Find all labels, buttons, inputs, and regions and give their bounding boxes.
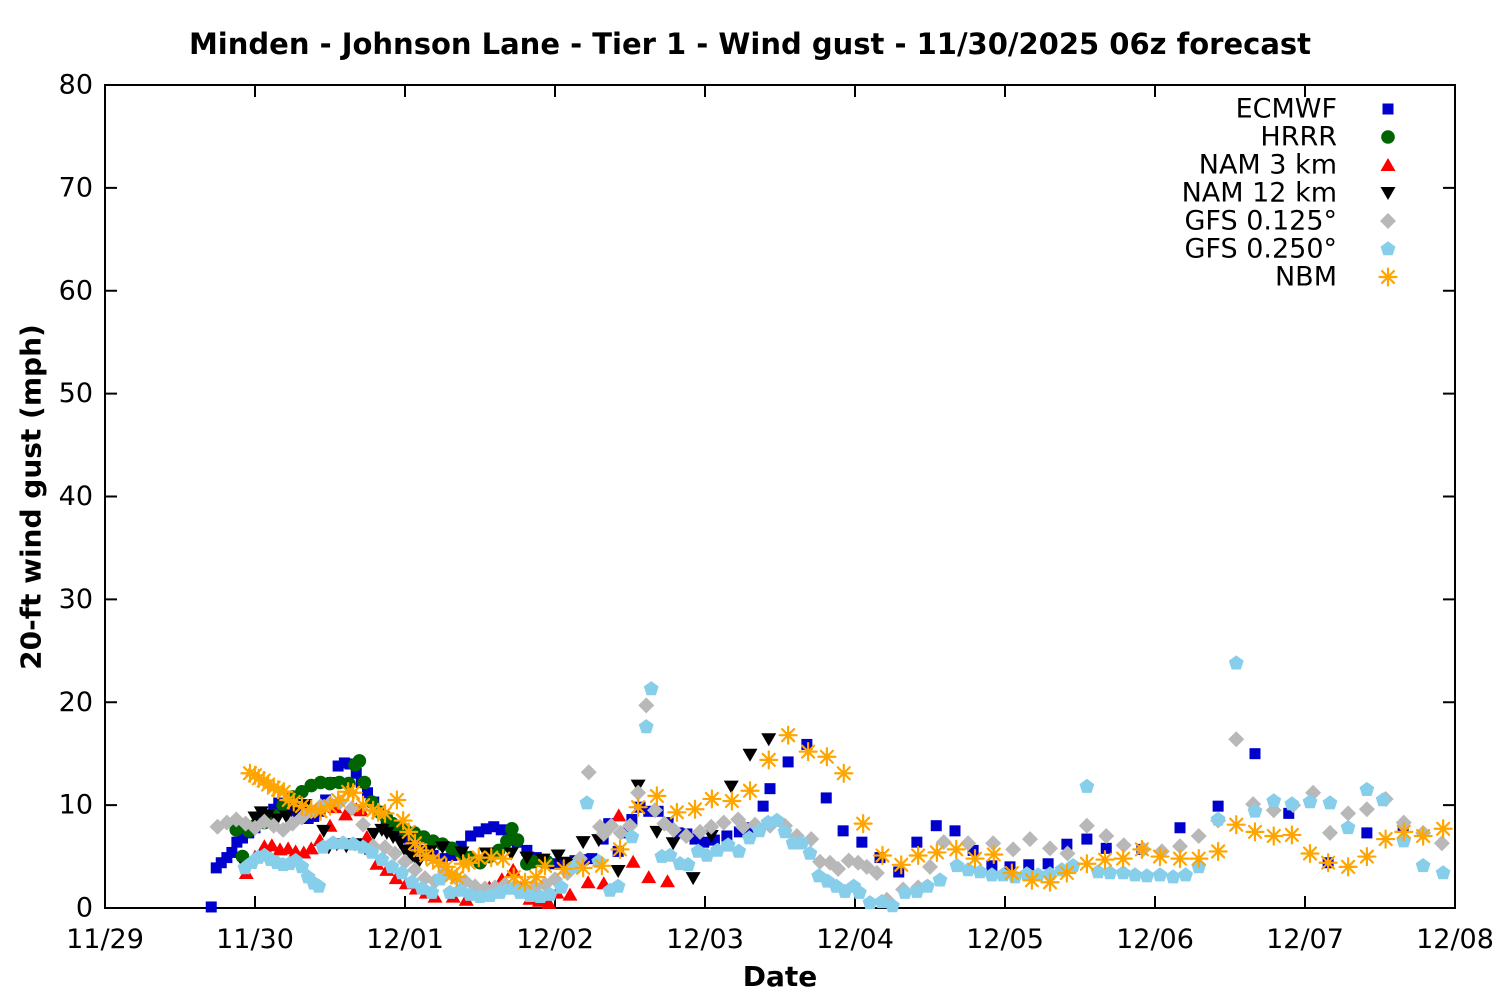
legend-marker-square-icon	[1382, 103, 1394, 115]
x-axis-label: Date	[742, 960, 818, 993]
x-tick-label: 12/01	[366, 924, 444, 955]
series-nbm	[240, 725, 1453, 892]
y-tick-label: 20	[59, 687, 93, 718]
x-tick-label: 12/03	[666, 924, 744, 955]
y-tick-label: 10	[59, 790, 93, 821]
legend-marker-asterisk-icon	[1378, 267, 1398, 287]
legend-label-hrrr: HRRR	[1260, 122, 1337, 153]
y-tick-label: 0	[76, 893, 93, 924]
legend-marker-pentagon-icon	[1380, 241, 1396, 256]
legend-label-nam-12-km: NAM 12 km	[1182, 178, 1337, 209]
y-tick-label: 70	[59, 172, 93, 203]
legend-marker-triangle-up-icon	[1380, 158, 1396, 171]
y-tick-label: 80	[59, 70, 93, 101]
legend-marker-triangle-down-icon	[1380, 187, 1396, 200]
legend-label-nam-3-km: NAM 3 km	[1199, 150, 1337, 181]
y-axis-label: 20-ft wind gust (mph)	[14, 324, 48, 670]
legend-marker-circle-icon	[1381, 130, 1395, 144]
series-gfs-0-250-	[237, 655, 1451, 913]
legend-label-gfs-0-125-: GFS 0.125°	[1185, 206, 1338, 237]
y-tick-label: 50	[59, 378, 93, 409]
x-tick-label: 11/30	[216, 924, 294, 955]
legend-marker-diamond-icon	[1380, 213, 1396, 229]
x-tick-label: 12/02	[516, 924, 594, 955]
y-tick-label: 30	[59, 584, 93, 615]
x-tick-label: 12/06	[1116, 924, 1194, 955]
x-tick-label: 12/07	[1266, 924, 1344, 955]
x-tick-label: 12/04	[816, 924, 894, 955]
y-axis-ticks: 0 10 20 30 40 50 60 70 80	[59, 70, 1455, 924]
x-tick-label: 11/29	[66, 924, 144, 955]
x-tick-label: 12/08	[1416, 924, 1494, 955]
x-tick-label: 12/05	[966, 924, 1044, 955]
y-tick-label: 40	[59, 481, 93, 512]
chart-title: Minden - Johnson Lane - Tier 1 - Wind gu…	[188, 27, 1312, 61]
legend-label-gfs-0-250-: GFS 0.250°	[1185, 234, 1338, 265]
legend-label-nbm: NBM	[1275, 262, 1337, 293]
legend-label-ecmwf: ECMWF	[1236, 94, 1337, 125]
x-axis-ticks: 11/29 11/30 12/01 12/02 12/03 12/04 12/05 12/06…	[66, 85, 1494, 955]
y-tick-label: 60	[59, 275, 93, 306]
